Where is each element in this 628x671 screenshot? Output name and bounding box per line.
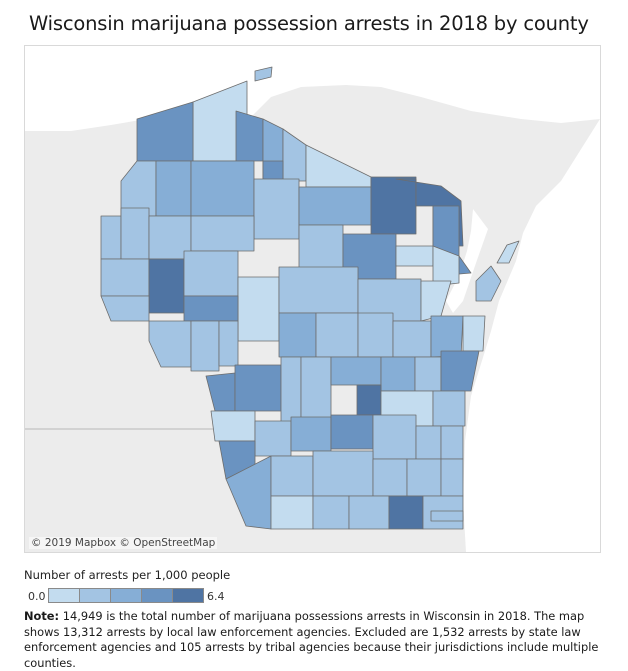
legend-title: Number of arrests per 1,000 people xyxy=(24,568,231,582)
footnote: Note: 14,949 is the total number of mari… xyxy=(24,609,614,671)
county-72[interactable] xyxy=(388,495,424,530)
county-2[interactable] xyxy=(254,66,273,82)
legend-swatch-5 xyxy=(173,589,203,602)
county-54[interactable] xyxy=(432,390,466,427)
county-37[interactable] xyxy=(218,320,239,367)
county-67[interactable] xyxy=(406,458,442,497)
county-28[interactable] xyxy=(183,250,239,297)
county-14[interactable] xyxy=(370,176,417,235)
legend-swatch-2 xyxy=(80,589,111,602)
county-11[interactable] xyxy=(262,160,284,182)
county-13[interactable] xyxy=(298,186,372,226)
county-17[interactable] xyxy=(100,215,122,260)
county-39[interactable] xyxy=(315,312,359,358)
map-canvas[interactable]: © 2019 Mapbox © OpenStreetMap xyxy=(24,45,601,553)
map-attribution: © 2019 Mapbox © OpenStreetMap xyxy=(29,537,218,549)
footnote-label: Note: xyxy=(24,609,60,623)
county-layer xyxy=(100,66,520,530)
county-41[interactable] xyxy=(392,320,432,358)
county-61[interactable] xyxy=(440,425,464,460)
green-bay xyxy=(446,209,488,313)
county-55[interactable] xyxy=(210,410,256,442)
county-47[interactable] xyxy=(300,356,332,422)
county-29[interactable] xyxy=(237,276,280,342)
legend-swatch-4 xyxy=(142,589,173,602)
legend-swatch-3 xyxy=(111,589,142,602)
legend-min-label: 0.0 xyxy=(28,590,46,603)
county-40[interactable] xyxy=(357,312,394,358)
county-69[interactable] xyxy=(270,495,314,530)
county-48[interactable] xyxy=(330,356,382,386)
county-57[interactable] xyxy=(290,416,332,452)
county-56[interactable] xyxy=(254,420,292,457)
county-38[interactable] xyxy=(278,312,317,358)
county-64[interactable] xyxy=(270,455,314,497)
county-27[interactable] xyxy=(148,258,185,314)
county-46[interactable] xyxy=(280,356,302,427)
county-52[interactable] xyxy=(356,384,382,416)
county-51[interactable] xyxy=(440,350,480,392)
county-9[interactable] xyxy=(155,160,192,217)
county-24[interactable] xyxy=(432,245,460,287)
county-20[interactable] xyxy=(190,215,255,252)
county-49[interactable] xyxy=(380,356,416,392)
county-45[interactable] xyxy=(234,364,282,412)
legend-max-label: 6.4 xyxy=(207,590,225,603)
legend-swatch-1 xyxy=(49,589,80,602)
county-30[interactable] xyxy=(278,266,359,314)
county-18[interactable] xyxy=(120,207,150,260)
county-59[interactable] xyxy=(372,414,417,460)
county-70[interactable] xyxy=(312,495,350,530)
county-21[interactable] xyxy=(298,224,344,272)
county-34[interactable] xyxy=(183,295,239,322)
wisconsin-county-map[interactable] xyxy=(25,46,600,552)
county-4[interactable] xyxy=(235,110,264,162)
county-25[interactable] xyxy=(475,265,502,302)
footnote-text: 14,949 is the total number of marijuana … xyxy=(24,609,599,670)
county-71[interactable] xyxy=(348,495,390,530)
map-title: Wisconsin marijuana possession arrests i… xyxy=(29,12,589,35)
county-68[interactable] xyxy=(440,458,464,497)
lake-michigan xyxy=(463,119,600,552)
county-12[interactable] xyxy=(253,178,300,240)
county-26[interactable] xyxy=(100,258,150,297)
county-65[interactable] xyxy=(312,450,374,497)
county-35[interactable] xyxy=(148,320,192,368)
county-50[interactable] xyxy=(414,356,442,392)
county-74[interactable] xyxy=(430,510,464,522)
legend-color-scale xyxy=(48,588,204,603)
county-58[interactable] xyxy=(330,414,374,450)
county-43[interactable] xyxy=(462,315,486,352)
county-10[interactable] xyxy=(190,160,255,217)
county-75[interactable] xyxy=(496,240,520,264)
county-23[interactable] xyxy=(395,245,434,267)
county-66[interactable] xyxy=(372,458,408,497)
county-60[interactable] xyxy=(415,425,442,460)
county-36[interactable] xyxy=(190,320,220,372)
